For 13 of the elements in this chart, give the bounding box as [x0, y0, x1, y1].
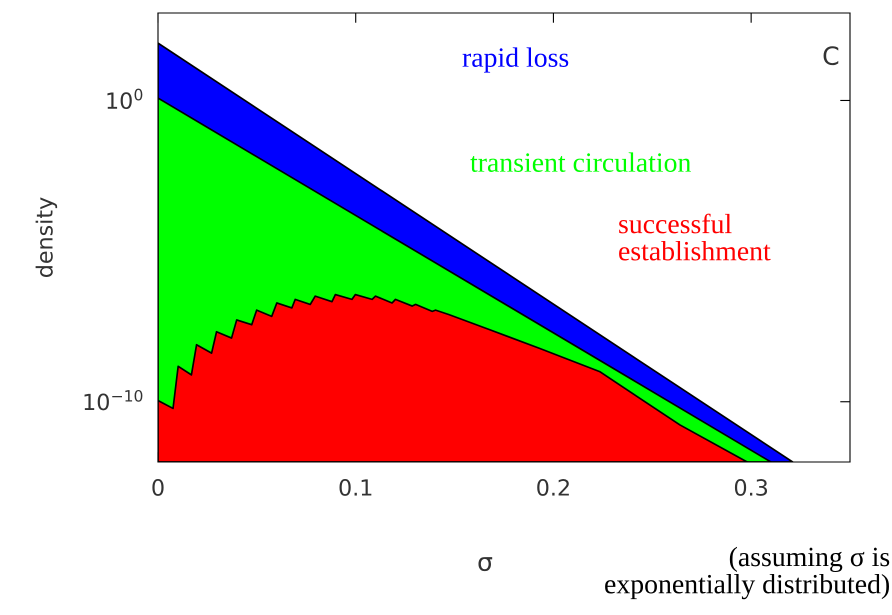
x-tick-label: 0.2	[537, 479, 569, 496]
annotation: C	[824, 46, 838, 66]
x-tick-label: 0.1	[340, 479, 372, 496]
text: successful establishment	[619, 214, 771, 261]
y-axis-title: density	[36, 197, 58, 278]
x-axis-title: σ	[478, 557, 492, 572]
y-tick-label: 10$^{0}$	[107, 88, 142, 110]
x-tick-label: 0.3	[734, 479, 768, 496]
x-tick-label: 0	[152, 479, 164, 496]
text: transient circulation	[470, 152, 691, 172]
text: (assuming σ is exponentially distributed)	[605, 546, 890, 600]
legend-label: rapid loss	[462, 47, 568, 73]
y-tick-label: 10$^{−10}$	[84, 390, 142, 410]
